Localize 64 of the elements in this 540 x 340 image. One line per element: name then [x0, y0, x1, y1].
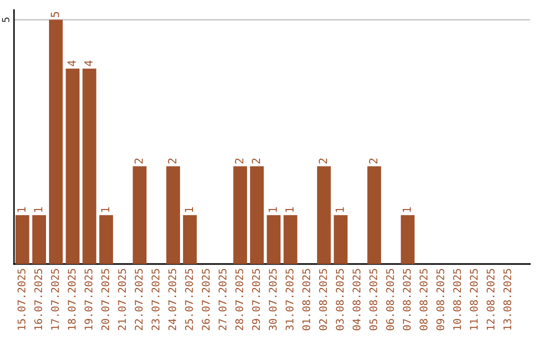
- bar: [16, 215, 30, 264]
- bar: [132, 166, 147, 264]
- x-tick-label: 04.08.2025: [352, 269, 360, 330]
- x-tick-label: 15.07.2025: [18, 269, 26, 330]
- x-tick-label: 21.07.2025: [118, 269, 126, 330]
- x-tick-label: 03.08.2025: [336, 269, 344, 330]
- bar: [32, 215, 46, 264]
- data-label: 2: [134, 158, 143, 164]
- bar: [49, 20, 63, 264]
- data-label: 1: [184, 207, 194, 212]
- x-tick-label: 22.07.2025: [134, 269, 143, 330]
- bar: [183, 215, 197, 264]
- data-label: 1: [101, 207, 110, 212]
- x-tick-label: 31.07.2025: [286, 269, 294, 330]
- bar: [166, 166, 180, 264]
- x-tick-label: 28.07.2025: [235, 269, 244, 330]
- data-label: 1: [17, 207, 26, 212]
- x-tick-label: 25.07.2025: [185, 269, 193, 330]
- x-tick-label: 29.07.2025: [252, 269, 260, 330]
- x-tick-label: 12.08.2025: [486, 269, 495, 330]
- bar: [317, 166, 331, 264]
- data-label: 2: [318, 158, 328, 164]
- data-label: 2: [369, 158, 378, 164]
- bar: [66, 68, 80, 264]
- data-label: 2: [168, 158, 176, 164]
- x-tick-label: 07.08.2025: [402, 269, 411, 330]
- bar: [367, 166, 382, 264]
- data-label: 5: [50, 12, 60, 18]
- data-label: 4: [84, 60, 92, 66]
- bar: [99, 215, 114, 264]
- data-label: 4: [68, 60, 76, 66]
- x-tick-label: 09.08.2025: [436, 269, 444, 330]
- x-tick-label: 27.07.2025: [218, 269, 226, 330]
- data-label: 1: [336, 207, 344, 212]
- bar: [284, 215, 298, 264]
- data-label: 1: [285, 207, 294, 212]
- x-tick-label: 19.07.2025: [84, 269, 92, 330]
- bar: [82, 68, 96, 264]
- bar: [233, 166, 248, 264]
- x-tick-label: 17.07.2025: [51, 269, 59, 330]
- x-tick-label: 05.08.2025: [369, 269, 378, 330]
- x-tick-label: 23.07.2025: [152, 269, 160, 330]
- x-tick-label: 10.08.2025: [453, 269, 462, 330]
- data-label: 1: [268, 207, 277, 212]
- x-tick-label: 01.08.2025: [302, 269, 310, 330]
- x-tick-label: 20.07.2025: [101, 269, 110, 330]
- x-tick-label: 24.07.2025: [168, 269, 176, 330]
- x-tick-label: 30.07.2025: [268, 269, 277, 330]
- x-tick-label: 06.08.2025: [386, 269, 394, 330]
- data-label: 1: [402, 207, 411, 212]
- x-tick-label: 02.08.2025: [319, 269, 327, 330]
- data-label: 1: [34, 207, 42, 212]
- data-label: 2: [252, 158, 260, 164]
- x-tick-label: 18.07.2025: [68, 269, 76, 330]
- data-label: 2: [235, 158, 244, 164]
- bar: [250, 166, 264, 264]
- x-tick-label: 16.07.2025: [34, 269, 42, 330]
- x-tick-label: 13.08.2025: [503, 269, 512, 330]
- bar: [334, 215, 348, 264]
- bar: [266, 215, 281, 264]
- x-tick-label: 26.07.2025: [202, 269, 210, 330]
- x-tick-label: 08.08.2025: [420, 269, 428, 330]
- bar: [400, 215, 415, 264]
- x-tick-label: 11.08.2025: [470, 269, 478, 330]
